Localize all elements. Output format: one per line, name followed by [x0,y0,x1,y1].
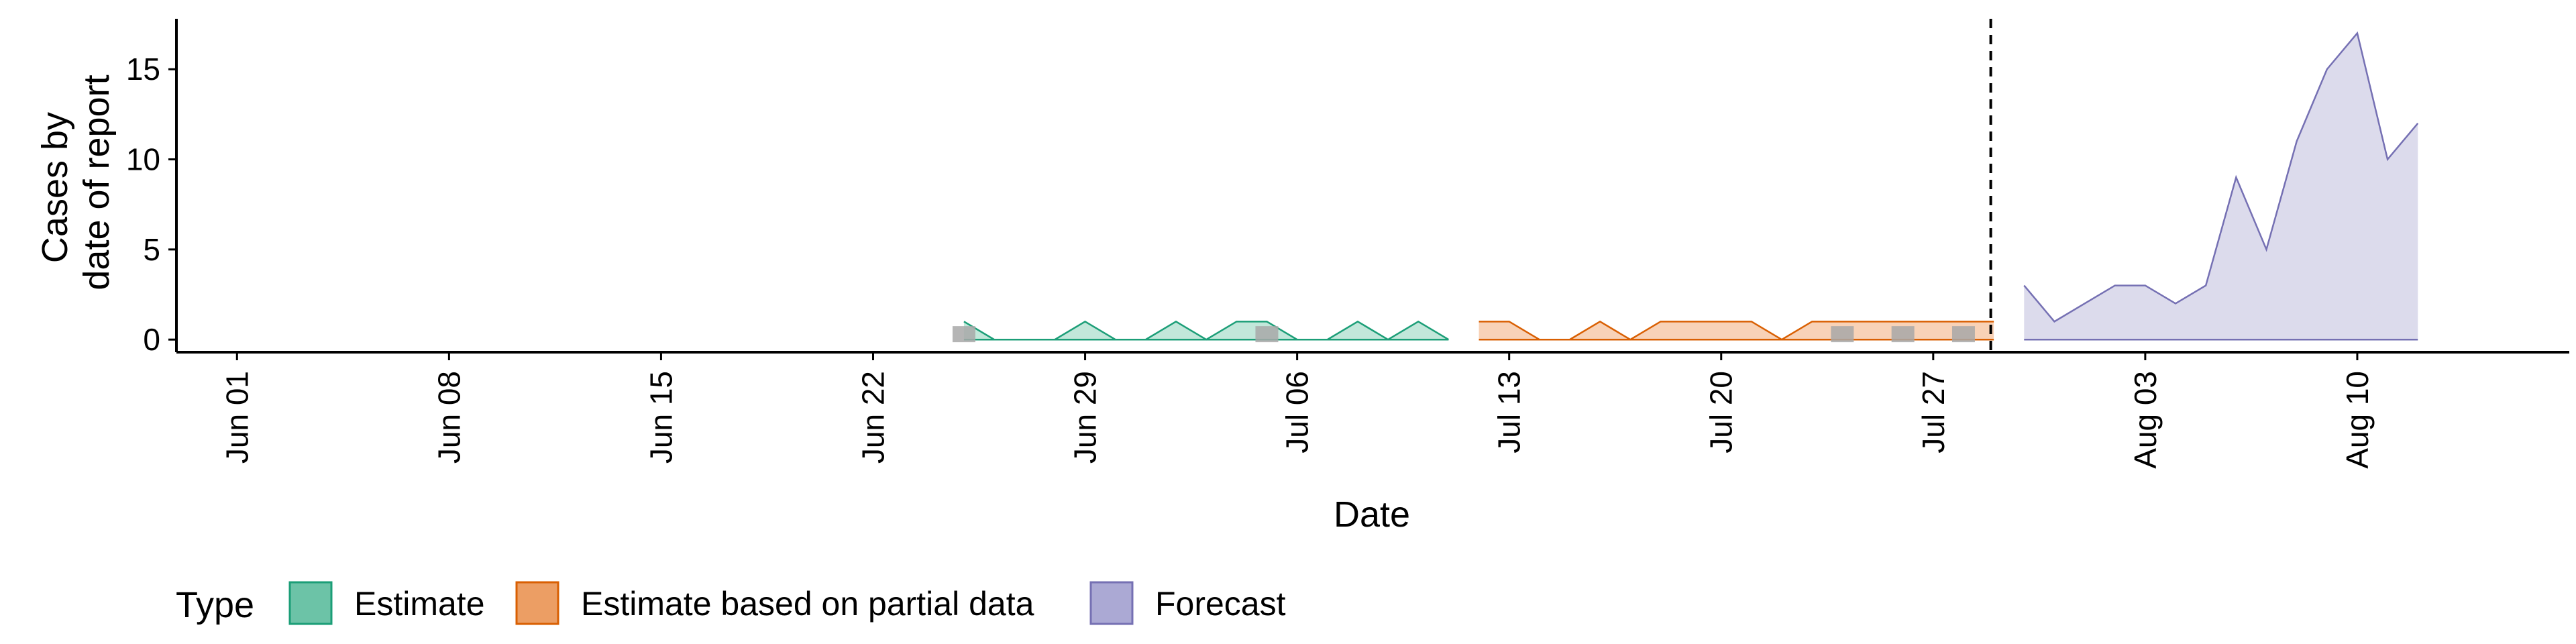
y-ticks: 0 5 10 15 [126,52,176,357]
x-tick-label: Jul 27 [1916,371,1951,453]
legend-label-partial: Estimate based on partial data [581,585,1034,623]
series-area-estimate-based-on-partial-data [1479,321,1994,340]
axes [175,19,2569,354]
series-area-forecast [2024,33,2418,340]
observed-point [1831,326,1854,343]
legend-key-estimate [288,581,333,625]
legend-label-estimate: Estimate [354,585,485,623]
x-ticks: Jun 01 Jun 08 Jun 15 Jun 22 Jun 29 Jul 06 Jul … [219,352,2375,469]
legend-title: Type [176,585,254,625]
legend-key-forecast [1089,581,1134,625]
y-axis-title-line-2: date of report [76,74,117,290]
x-tick-label: Aug 03 [2128,371,2163,469]
x-axis-title: Date [1334,494,1410,535]
y-tick-label: 10 [126,142,160,177]
plot-area [952,19,2419,352]
y-tick-label: 5 [143,232,160,267]
y-tick-label: 0 [143,322,160,357]
x-tick-label: Jun 01 [219,371,254,464]
legend-key-partial [515,581,559,625]
y-tick-label: 15 [126,52,160,87]
series-line-forecast [2023,31,2419,323]
observed-point [1255,326,1279,343]
y-axis-title-line-1: Cases by [35,112,75,263]
x-tick-label: Jun 29 [1068,371,1103,464]
y-axis-title: Cases by date of report [35,74,117,290]
x-tick-label: Jul 13 [1492,371,1527,453]
legend: Type Estimate Estimate based on partial … [176,581,1286,625]
legend-label-forecast: Forecast [1155,585,1286,623]
x-tick-label: Jul 20 [1704,371,1739,453]
observed-point [952,326,975,343]
observed-point [1891,326,1915,343]
observed-point [1951,326,1975,343]
x-tick-label: Aug 10 [2340,371,2375,469]
series-area-estimate [963,321,1449,340]
x-tick-label: Jun 22 [855,371,890,464]
x-tick-label: Jun 08 [431,371,466,464]
x-tick-label: Jul 06 [1280,371,1315,453]
x-tick-label: Jun 15 [643,371,678,464]
